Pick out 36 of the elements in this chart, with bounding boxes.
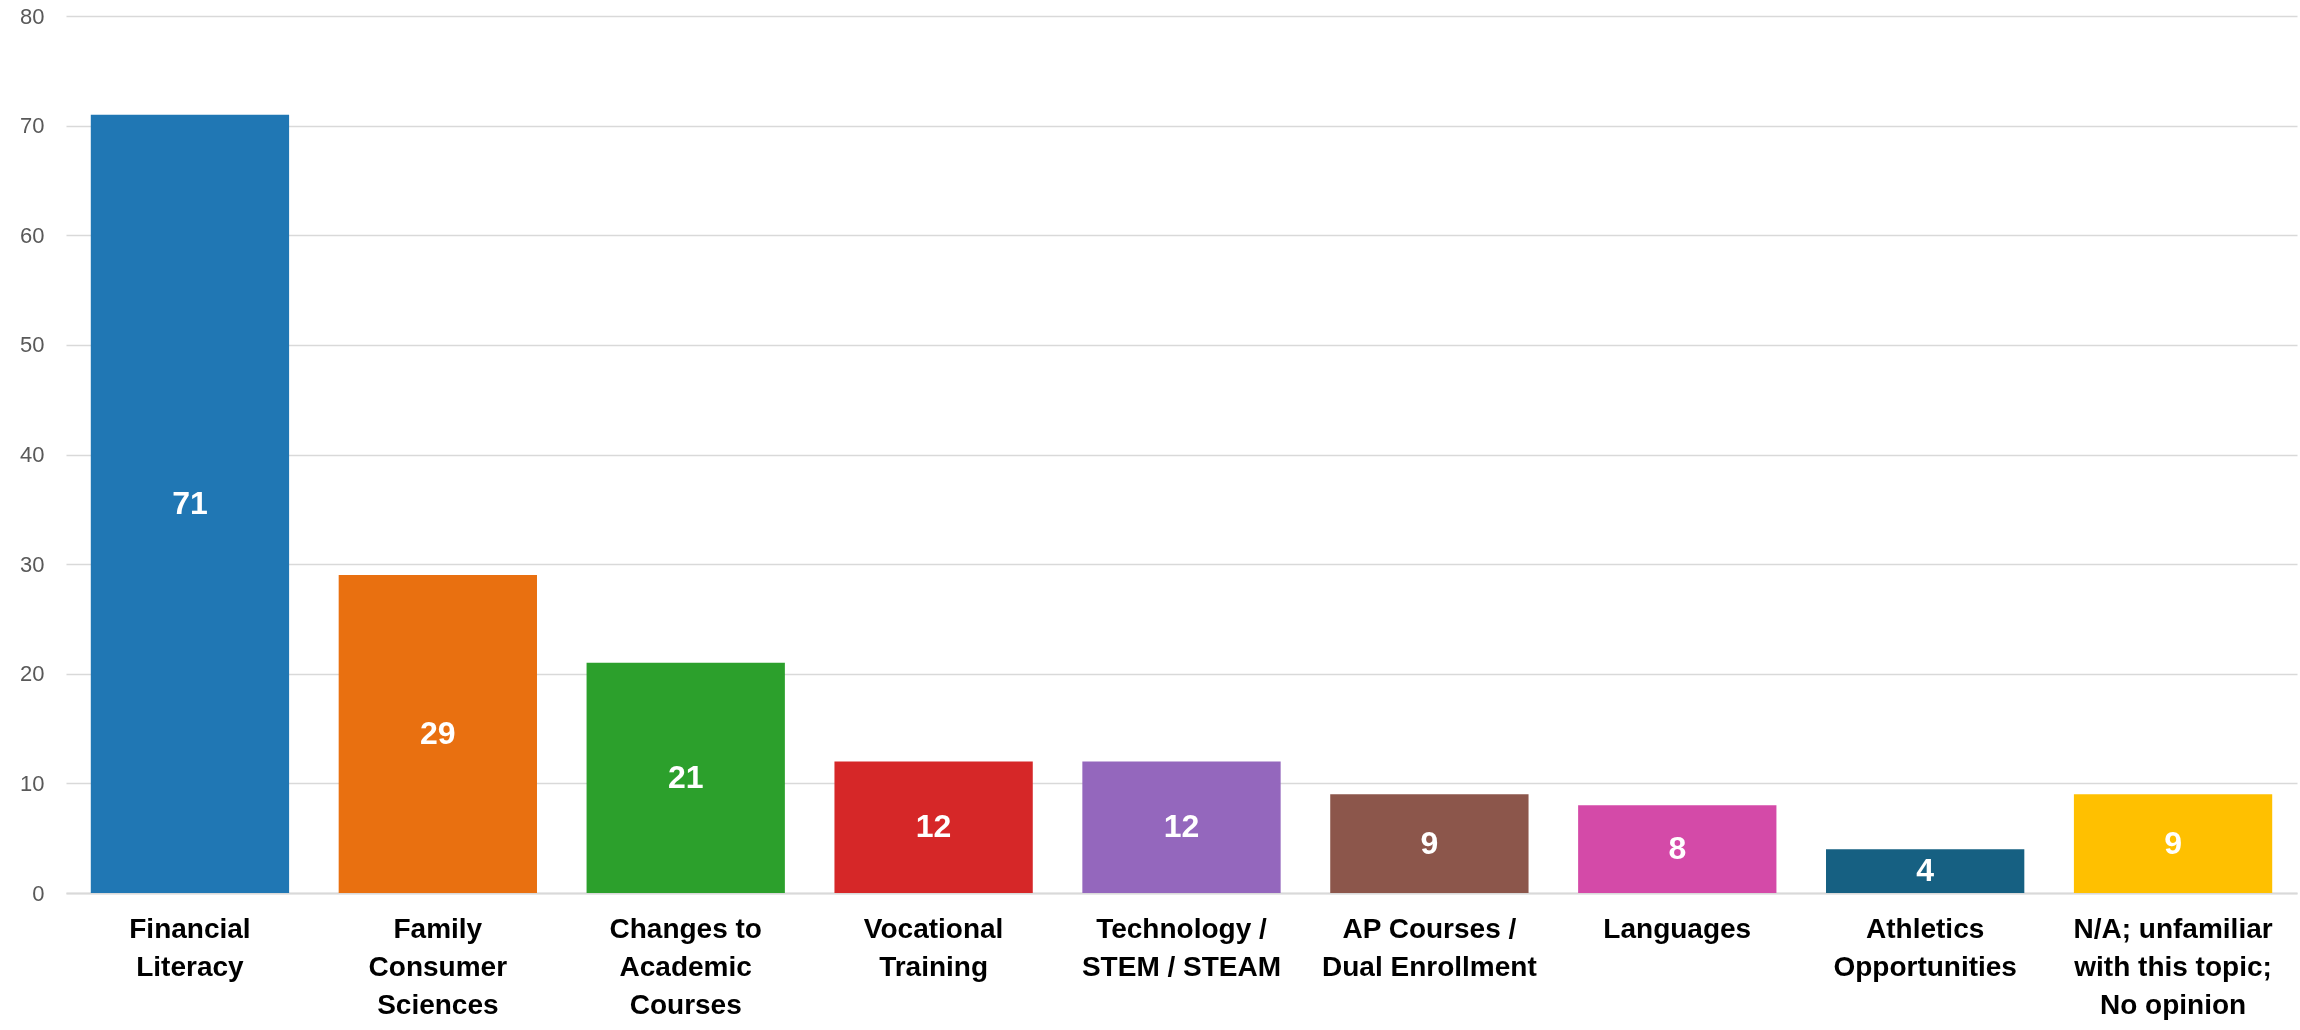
y-tick-label: 40 xyxy=(20,442,45,467)
data-label: 4 xyxy=(1916,852,1935,889)
bar xyxy=(90,114,290,893)
x-tick-label: AP Courses / Dual Enrollment xyxy=(1322,912,1537,982)
x-tick-label: Changes to Academic Courses xyxy=(609,912,762,1020)
bar xyxy=(1330,794,1529,893)
x-tick-label: Vocational Training xyxy=(863,912,1004,982)
x-tick-label: Athletics Opportunities xyxy=(1833,912,2017,982)
x-tick-label: Languages xyxy=(1603,912,1752,944)
x-tick-label: N/A; unfamiliar with this topic; No opinion xyxy=(2073,912,2273,1020)
y-tick-label: 20 xyxy=(20,661,45,687)
x-tick-label: Family Consumer Sciences xyxy=(368,912,508,1020)
bar xyxy=(586,662,785,893)
x-tick-label: Financial Literacy xyxy=(129,912,251,982)
bar xyxy=(2073,794,2273,893)
data-label: 29 xyxy=(420,715,456,752)
bar xyxy=(834,761,1033,893)
data-label: 9 xyxy=(2164,824,2182,861)
bar xyxy=(1578,805,1777,893)
y-tick-label: 30 xyxy=(20,551,45,577)
y-tick-label: 50 xyxy=(20,332,45,358)
y-tick-label: 70 xyxy=(20,113,45,139)
y-tick-label: 60 xyxy=(20,222,45,248)
data-label: 9 xyxy=(1420,824,1439,861)
bar xyxy=(1826,849,2025,893)
y-tick-label: 80 xyxy=(20,3,45,29)
data-label: 71 xyxy=(172,484,208,521)
data-label: 12 xyxy=(1163,808,1200,845)
y-tick-label: 0 xyxy=(32,880,45,906)
data-label: 12 xyxy=(915,808,952,845)
data-label: 8 xyxy=(1668,830,1687,867)
y-tick-label: 10 xyxy=(20,770,45,796)
bar xyxy=(1082,761,1281,893)
bar xyxy=(338,575,537,893)
data-label: 21 xyxy=(667,758,704,795)
x-tick-label: Technology / STEM / STEAM xyxy=(1081,912,1282,982)
